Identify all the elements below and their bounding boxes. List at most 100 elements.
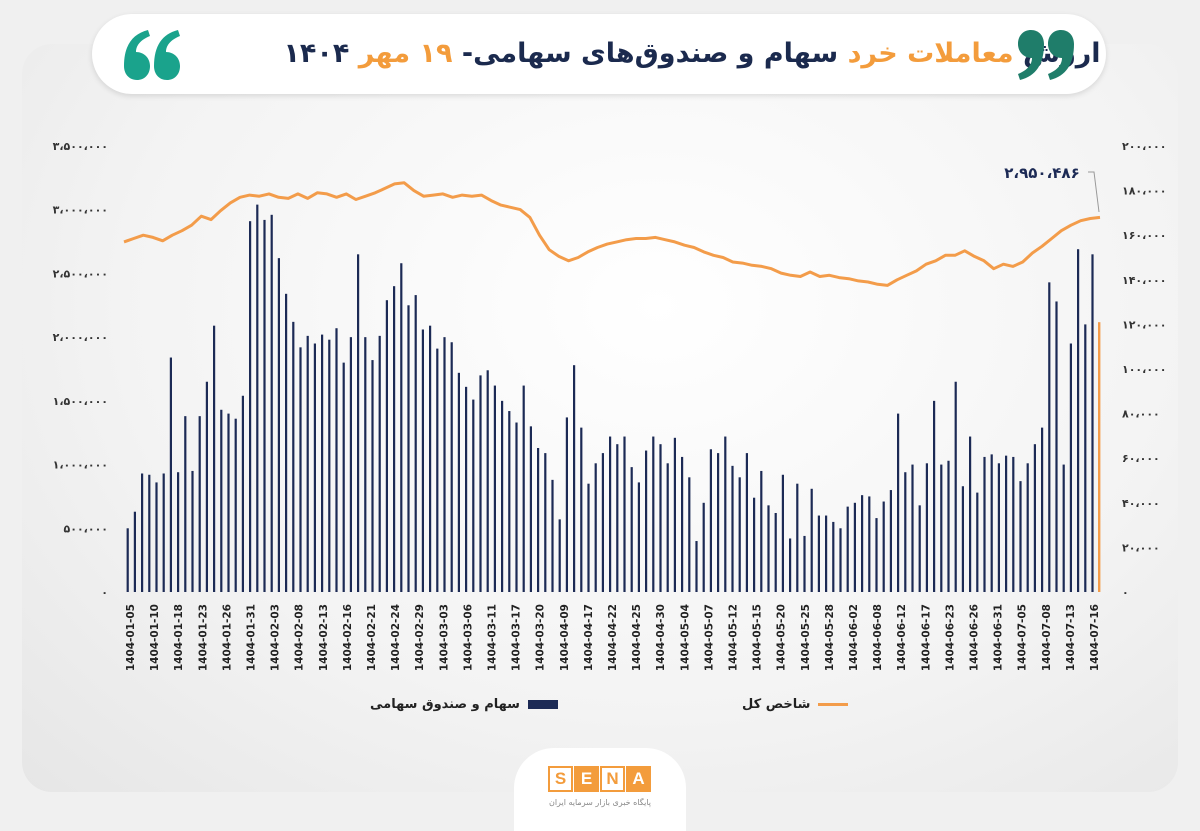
left-tick-label: ۱،۰۰۰،۰۰۰ (53, 459, 108, 472)
x-tick-label: 1404-05-25 (800, 604, 812, 671)
bar (652, 436, 655, 592)
bar (407, 305, 410, 592)
left-tick-label: ۳،۵۰۰،۰۰۰ (53, 140, 108, 153)
bar (781, 474, 784, 592)
bar (1005, 455, 1008, 592)
quote-open-icon (124, 30, 180, 80)
bar (918, 505, 921, 592)
x-tick-label: 1404-01-10 (149, 604, 161, 671)
title-part-2: معاملات خرد (847, 38, 1014, 69)
bar (695, 541, 698, 592)
bar (882, 501, 885, 592)
bar (1084, 324, 1087, 592)
x-tick-label: 1404-07-08 (1041, 604, 1053, 671)
bar (292, 321, 295, 592)
bar (810, 488, 813, 592)
bar (990, 454, 993, 592)
bar (954, 381, 957, 592)
bar (421, 329, 424, 592)
right-tick-label: ۱۸۰،۰۰۰ (1122, 185, 1166, 198)
bar (983, 456, 986, 592)
bar (609, 436, 612, 592)
bar (141, 473, 144, 592)
right-tick-label: ۴۰،۰۰۰ (1122, 497, 1160, 510)
x-tick-label: 1404-01-26 (221, 604, 233, 671)
bar (349, 337, 352, 592)
quote-close-icon (1018, 30, 1074, 80)
page-title: ارزش معاملات خرد سهام و صندوق‌های سهامی-… (282, 32, 1102, 76)
right-tick-label: ۰ (1122, 586, 1129, 599)
x-tick-label: 1404-02-24 (390, 604, 402, 671)
x-tick-label: 1404-06-12 (896, 604, 908, 671)
bar (234, 418, 237, 592)
bar (897, 413, 900, 592)
bar (832, 521, 835, 592)
right-axis: ۰ ۲۰،۰۰۰ ۴۰،۰۰۰ ۶۰،۰۰۰ ۸۰،۰۰۰ ۱۰۰،۰۰۰ ۱۲۰،۰۰۰ ۱… (1122, 140, 1166, 599)
x-tick-label: 1404-06-31 (993, 604, 1005, 671)
x-tick-label: 1404-04-09 (559, 604, 571, 671)
bar (270, 214, 273, 592)
bar (904, 472, 907, 592)
bar (565, 417, 568, 592)
annotation-label: ۲،۹۵۰،۴۸۶ (1004, 164, 1079, 182)
right-tick-label: ۸۰،۰۰۰ (1122, 408, 1160, 421)
bar (537, 448, 540, 592)
bar (947, 460, 950, 592)
bar (997, 463, 1000, 592)
bar (1048, 282, 1051, 592)
bar (976, 492, 979, 592)
bar (148, 474, 151, 592)
left-tick-label: ۳،۰۰۰،۰۰۰ (53, 204, 108, 217)
bar (709, 449, 712, 592)
bar (529, 426, 532, 592)
x-tick-label: 1404-03-06 (462, 604, 474, 671)
bar (796, 483, 799, 592)
bar-current-index (1098, 322, 1101, 592)
annotation: ۲،۹۵۰،۴۸۶ (1004, 164, 1100, 213)
title-part-3: سهام و صندوق‌های سهامی- (461, 38, 839, 69)
bar (335, 328, 338, 592)
bar (717, 453, 720, 592)
x-axis-labels: 1404-01-05 1404-01-10 1404-01-18 1404-01-23… (125, 604, 1101, 671)
bar (875, 518, 878, 592)
left-tick-label: ۵۰۰،۰۰۰ (64, 522, 108, 535)
x-tick-label: 1404-06-02 (848, 604, 860, 671)
x-tick-label: 1404-07-05 (1017, 604, 1029, 671)
x-tick-label: 1404-06-08 (872, 604, 884, 671)
bar (969, 436, 972, 592)
bar (472, 399, 475, 592)
x-tick-label: 1404-01-31 (246, 604, 258, 671)
x-tick-label: 1404-05-20 (776, 604, 788, 671)
bar (155, 482, 158, 592)
bar (205, 381, 208, 592)
x-tick-label: 1404-06-23 (944, 604, 956, 671)
right-tick-label: ۱۶۰،۰۰۰ (1122, 229, 1166, 242)
bar (637, 482, 640, 592)
bar (465, 386, 468, 592)
bar (645, 450, 648, 592)
left-tick-label: ۲،۵۰۰،۰۰۰ (53, 267, 108, 280)
bar (162, 473, 165, 592)
bar (249, 221, 252, 592)
legend-bars-label: سهام و صندوق سهامی (370, 696, 520, 712)
x-tick-label: 1404-02-08 (294, 604, 306, 671)
bar (328, 339, 331, 592)
bar (1033, 444, 1036, 592)
bar (688, 477, 691, 592)
bar (940, 464, 943, 592)
bar (767, 505, 770, 592)
sena-logo: S E N A (548, 766, 652, 792)
bar (169, 357, 172, 592)
bar (177, 472, 180, 592)
bar (299, 347, 302, 592)
bar (263, 219, 266, 592)
x-tick-label: 1404-06-26 (969, 604, 981, 671)
bar (666, 463, 669, 592)
x-tick-label: 1404-02-29 (414, 604, 426, 671)
bar (803, 535, 806, 592)
bar (846, 506, 849, 592)
bar (486, 370, 489, 592)
bar (544, 453, 547, 592)
bar (1041, 427, 1044, 592)
x-tick-label: 1404-05-12 (728, 604, 740, 671)
